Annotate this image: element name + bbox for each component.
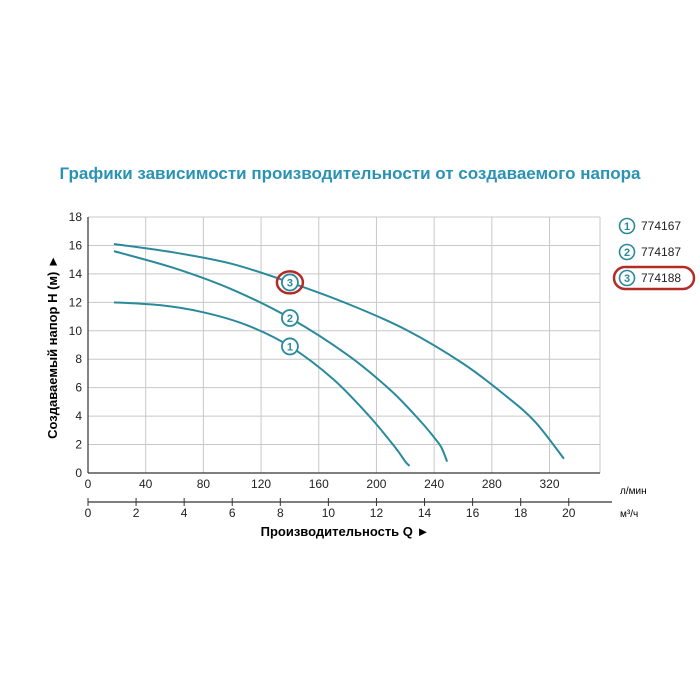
curve-marker-1 (281, 337, 299, 356)
legend-marker-1 (618, 217, 636, 235)
curve-2 (113, 250, 449, 462)
x-tick-label-top: 200 (366, 477, 386, 491)
y-tick-label: 16 (69, 238, 83, 252)
curve-marker-label: 2 (287, 313, 293, 325)
x-axis-label: Производительность Q ► (261, 524, 430, 539)
x-unit-bottom: м³/ч (620, 509, 638, 520)
y-tick-label: 14 (69, 267, 83, 281)
y-tick-label: 2 (75, 438, 82, 452)
legend-series-name: 774188 (641, 271, 681, 285)
legend-marker-label: 1 (624, 221, 630, 233)
y-tick-label: 10 (69, 324, 83, 338)
x-tick-label-bottom: 0 (85, 506, 92, 520)
x-tick-label-bottom: 16 (466, 506, 480, 520)
curve-3 (113, 243, 565, 460)
curves (113, 243, 565, 467)
y-tick-label: 12 (69, 295, 83, 309)
x-tick-label-top: 280 (482, 477, 502, 491)
y-tick-label: 0 (75, 466, 82, 480)
x-tick-label-top: 0 (85, 477, 92, 491)
legend-marker-label: 3 (624, 273, 630, 285)
curve-1 (113, 301, 411, 467)
x-tick-label-bottom: 4 (181, 506, 188, 520)
x-tick-label-bottom: 20 (562, 506, 576, 520)
y-tick-label: 4 (75, 409, 82, 423)
curve-marker-3 (281, 273, 299, 292)
x-tick-label-bottom: 14 (418, 506, 432, 520)
x-tick-label-bottom: 10 (322, 506, 336, 520)
x-unit-top: л/мин (620, 486, 647, 497)
y-tick-label: 8 (75, 352, 82, 366)
x-tick-label-bottom: 8 (277, 506, 284, 520)
legend: 1 774167 2 774187 3 774188 (612, 217, 696, 291)
curve-marker-label: 3 (287, 277, 293, 289)
chart-title: Графики зависимости производительности о… (59, 164, 641, 183)
x-tick-label-top: 320 (540, 477, 560, 491)
legend-series-name: 774187 (641, 245, 681, 259)
x-tick-label-bottom: 2 (133, 506, 140, 520)
highlight-ring (275, 270, 305, 295)
x-tick-label-bottom: 12 (370, 506, 384, 520)
legend-marker-3 (618, 269, 636, 287)
legend-marker-2 (618, 243, 636, 261)
x-tick-label-top: 80 (197, 477, 211, 491)
x-tick-label-top: 240 (424, 477, 444, 491)
y-tick-label: 18 (69, 210, 83, 224)
x-tick-label-top: 40 (139, 477, 153, 491)
x-tick-label-bottom: 18 (514, 506, 528, 520)
y-tick-label: 6 (75, 381, 82, 395)
x-tick-label-top: 120 (251, 477, 271, 491)
legend-highlight (612, 265, 696, 291)
legend-series-name: 774167 (641, 219, 681, 233)
curve-marker-2 (281, 309, 299, 327)
x-tick-label-top: 160 (309, 477, 329, 491)
grid (88, 216, 601, 473)
y-axis-label: Создаваемый напор H (м) ► (45, 255, 60, 439)
curve-marker-label: 1 (287, 341, 293, 353)
legend-marker-label: 2 (624, 247, 630, 259)
curve-markers: 1 2 3 (275, 270, 305, 356)
x-tick-label-bottom: 6 (229, 506, 236, 520)
